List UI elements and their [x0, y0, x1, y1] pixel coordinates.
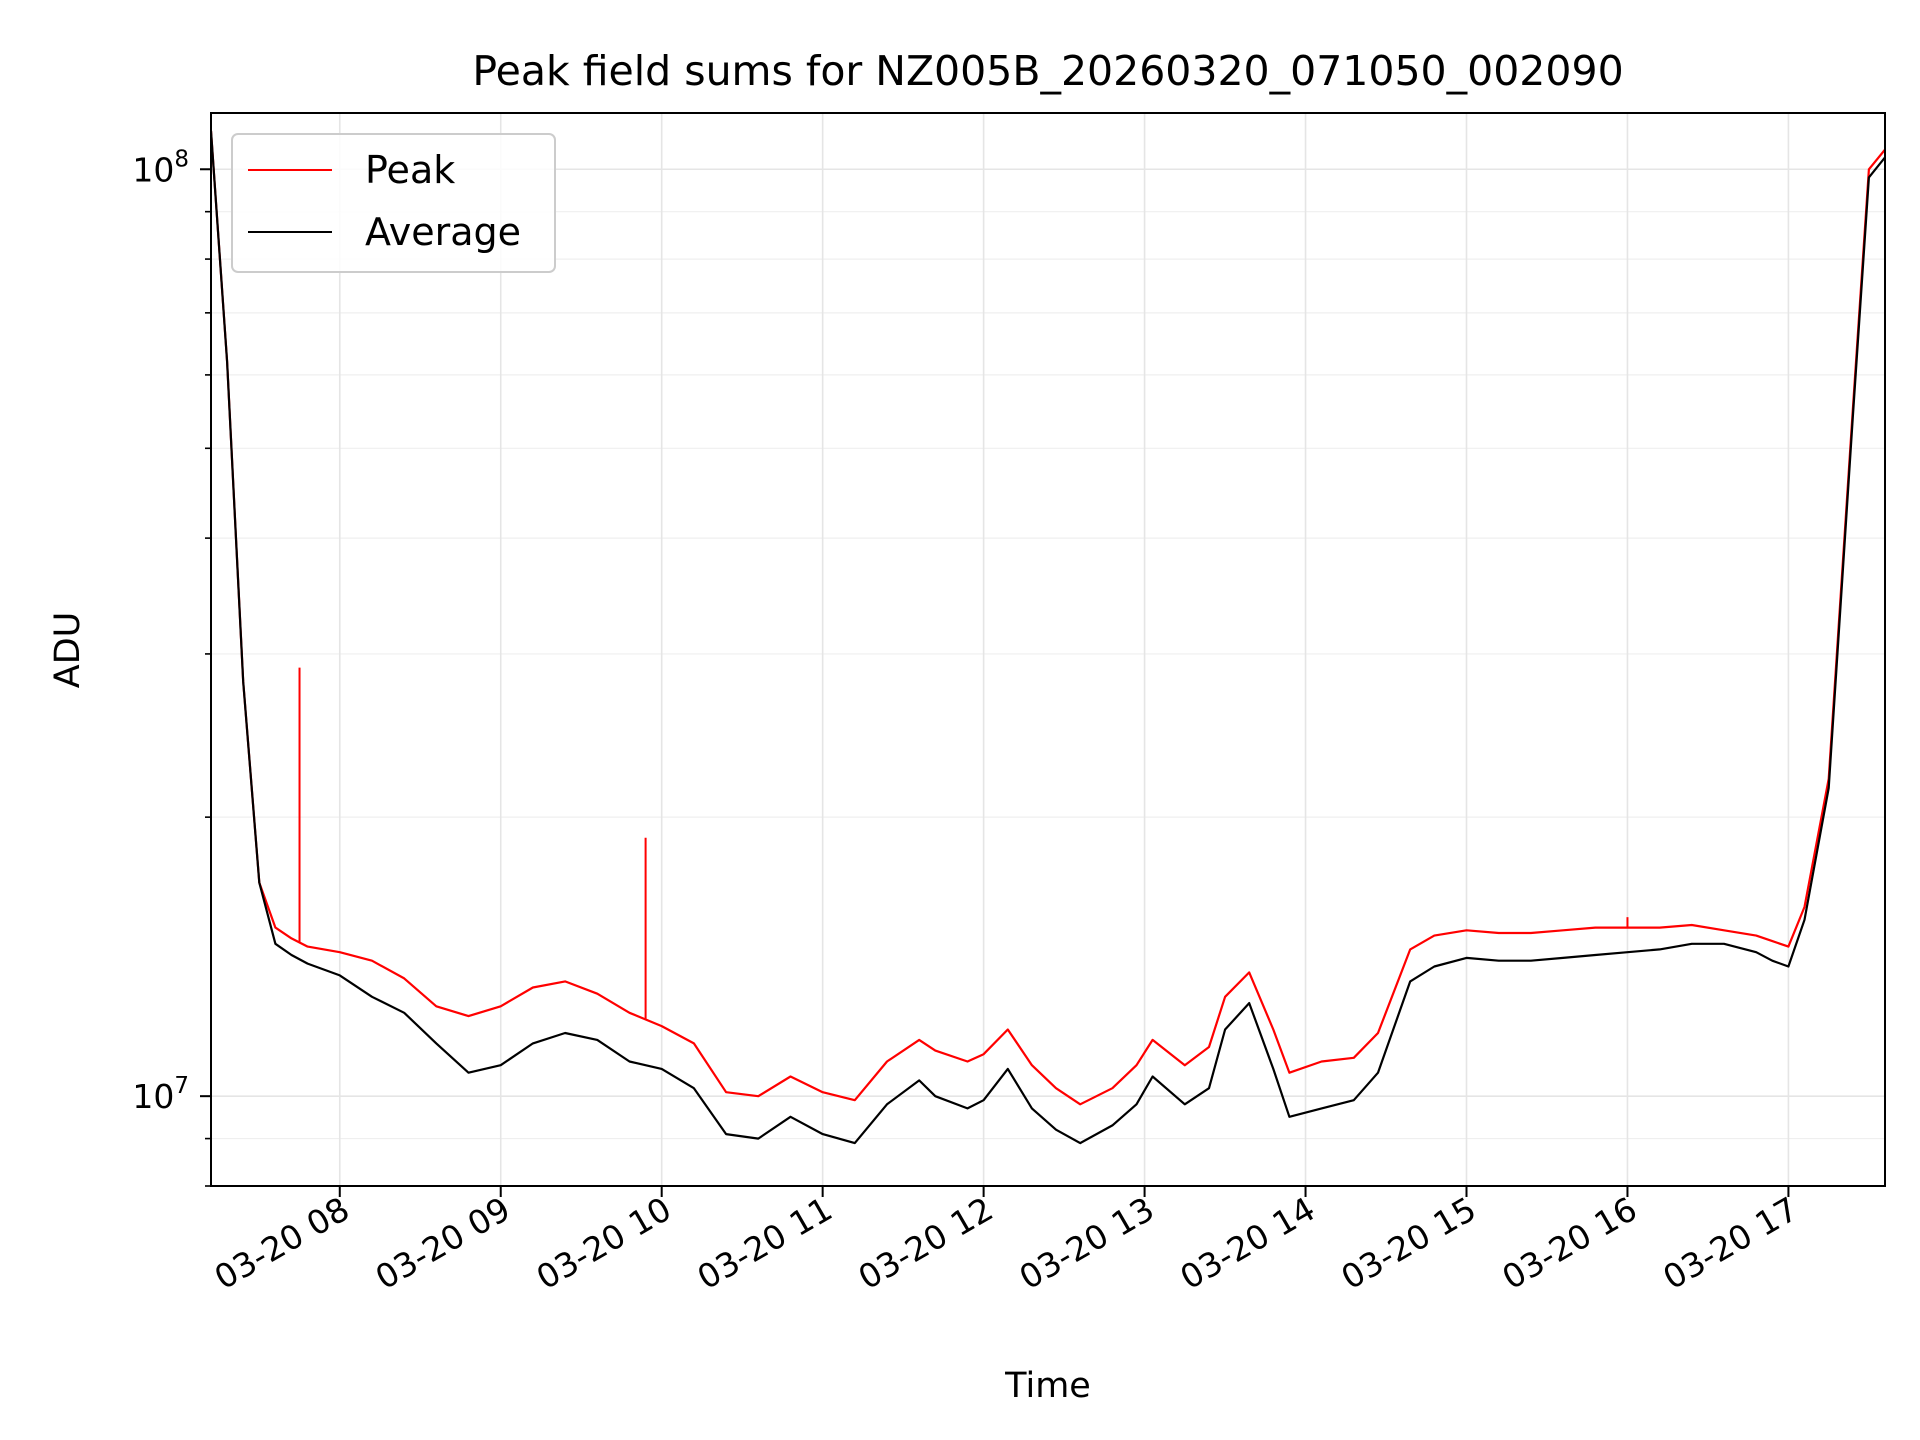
plot-frame: [210, 112, 1886, 1187]
series-line-average: [211, 130, 1885, 1145]
series-layer: [211, 130, 1885, 1145]
legend-label-peak: Peak: [365, 148, 455, 192]
y-axis: 107 108: [132, 146, 211, 1187]
y-tick-label: 107: [132, 1073, 189, 1116]
chart-title: Peak field sums for NZ005B_20260320_0710…: [472, 47, 1623, 95]
y-tick-label: 108: [132, 146, 189, 189]
series-line-peak: [211, 130, 1885, 1106]
legend-label-average: Average: [365, 210, 521, 254]
y-axis-label: ADU: [48, 612, 88, 689]
x-axis-label: Time: [1004, 1366, 1091, 1406]
legend-box: [231, 133, 556, 273]
legend: Peak Average: [231, 133, 556, 273]
